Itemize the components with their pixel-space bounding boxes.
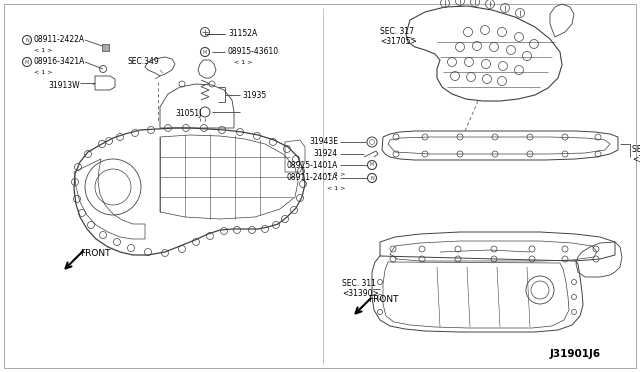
Text: 08911-2422A: 08911-2422A: [34, 35, 85, 45]
Text: < 1 >: < 1 >: [34, 71, 52, 76]
Polygon shape: [74, 128, 305, 255]
Bar: [102, 44, 109, 51]
Text: J31901J6: J31901J6: [549, 349, 600, 359]
Text: 31924: 31924: [314, 150, 338, 158]
Text: SEC.349: SEC.349: [127, 58, 159, 67]
Text: < 1 >: < 1 >: [326, 173, 345, 177]
Text: SEC. 311: SEC. 311: [342, 279, 376, 289]
Text: FRONT: FRONT: [368, 295, 399, 305]
Circle shape: [22, 58, 31, 67]
Polygon shape: [372, 256, 583, 332]
Text: M: M: [203, 49, 207, 55]
Text: 08915-1401A: 08915-1401A: [287, 160, 338, 170]
Circle shape: [367, 160, 376, 170]
Text: 08916-3421A: 08916-3421A: [34, 58, 85, 67]
Text: 31943E: 31943E: [309, 138, 338, 147]
Circle shape: [367, 173, 376, 183]
Polygon shape: [380, 232, 615, 262]
Text: 08915-43610: 08915-43610: [228, 48, 279, 57]
Text: N: N: [370, 176, 374, 180]
Text: 31152A: 31152A: [228, 29, 257, 38]
Text: < 1 >: < 1 >: [34, 48, 52, 54]
Circle shape: [200, 48, 209, 57]
Polygon shape: [406, 6, 562, 101]
Text: 31051J: 31051J: [175, 109, 202, 119]
Text: 08911-2401A: 08911-2401A: [287, 173, 338, 183]
Circle shape: [22, 35, 31, 45]
Text: M: M: [25, 60, 29, 64]
Text: <31390>: <31390>: [342, 289, 379, 298]
Text: < 1 >: < 1 >: [234, 60, 252, 64]
Text: 31913W: 31913W: [48, 80, 79, 90]
Text: < 1 >: < 1 >: [326, 186, 345, 190]
Text: M: M: [370, 163, 374, 167]
Text: SEC. 311: SEC. 311: [632, 145, 640, 154]
Text: N: N: [25, 38, 29, 42]
Text: 31935: 31935: [242, 90, 266, 99]
Text: FRONT: FRONT: [80, 250, 111, 259]
Text: SEC. 317: SEC. 317: [380, 28, 414, 36]
Text: <31397>: <31397>: [632, 155, 640, 164]
Text: <31705>: <31705>: [380, 38, 417, 46]
Polygon shape: [382, 131, 618, 160]
